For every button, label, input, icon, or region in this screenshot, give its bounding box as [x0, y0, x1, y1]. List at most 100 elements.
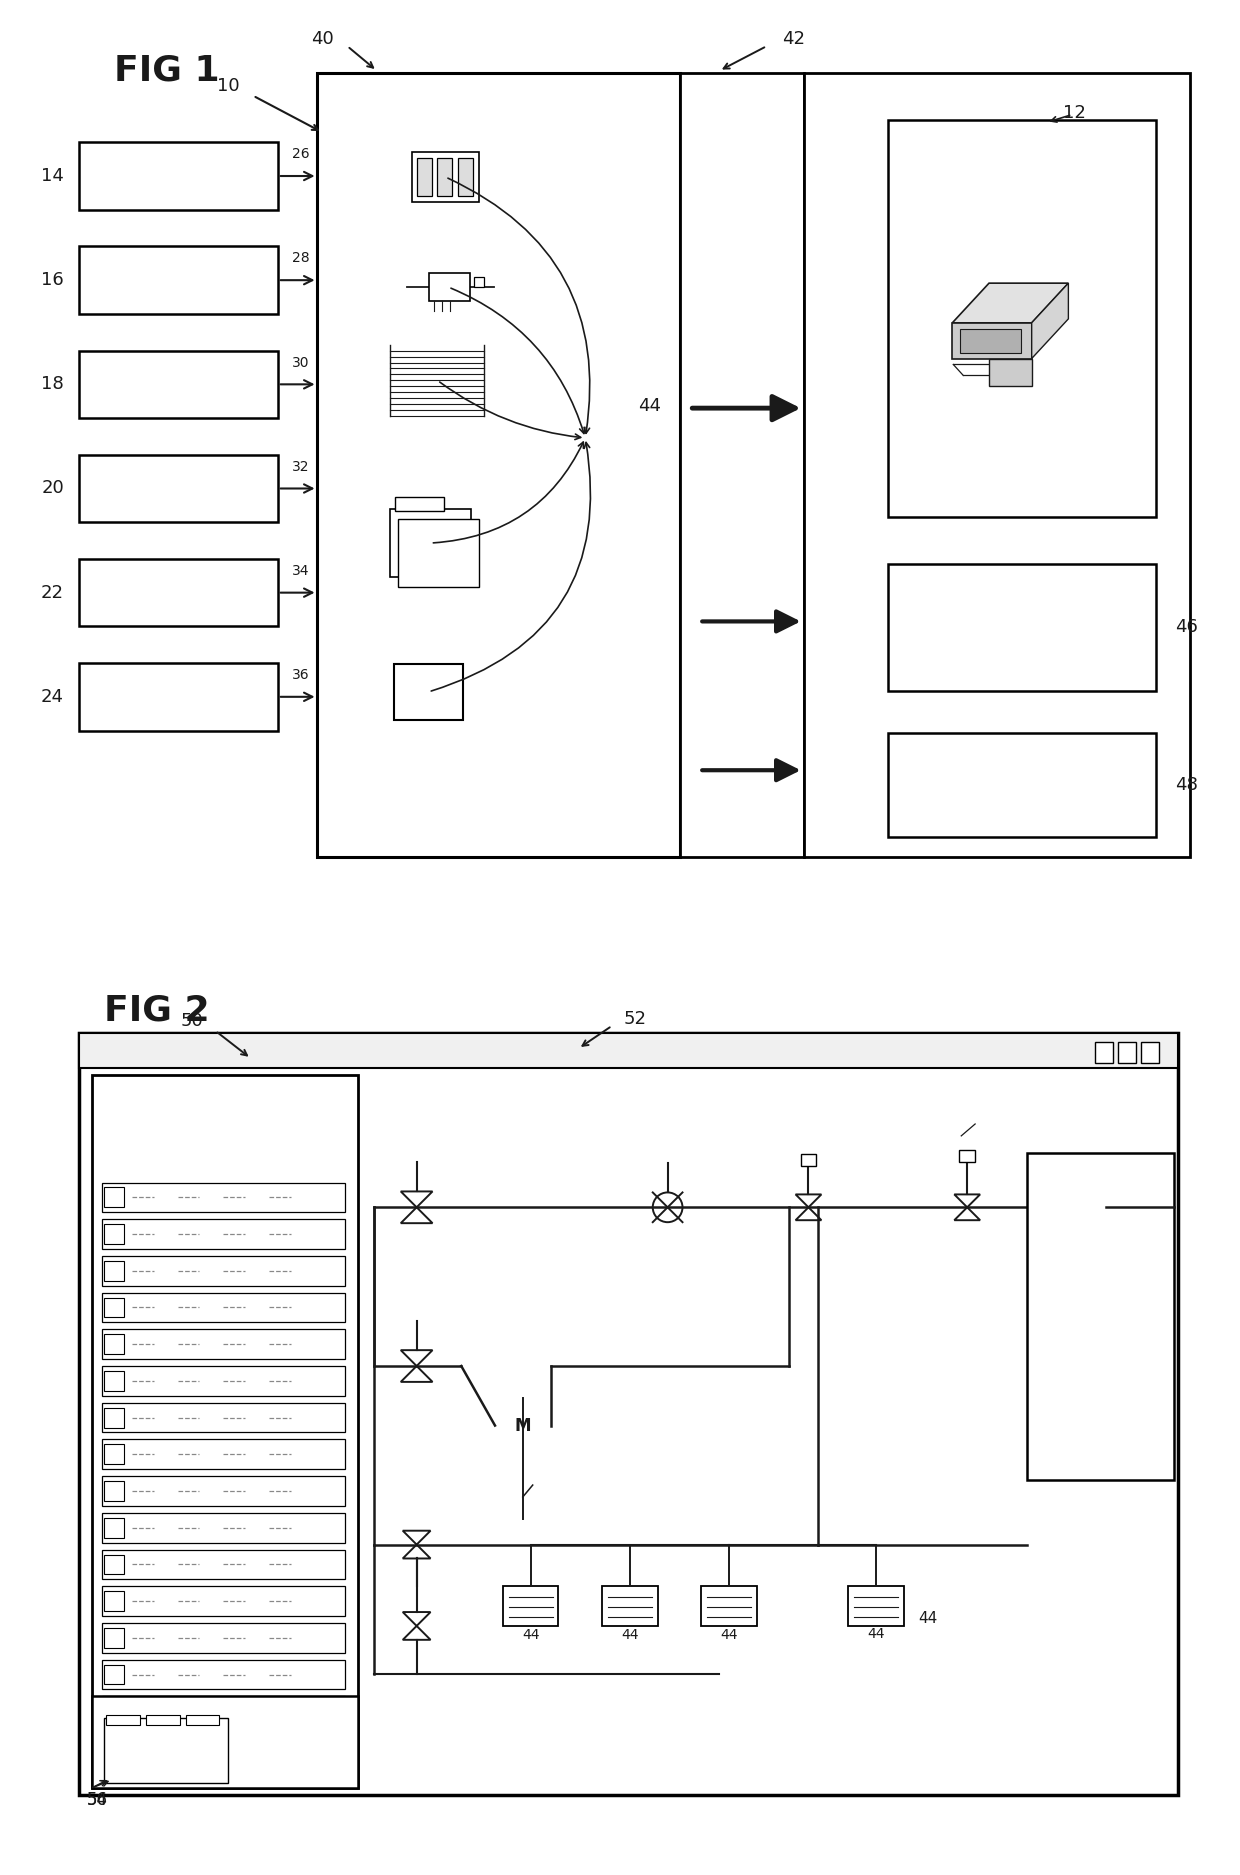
Bar: [702, 1586, 756, 1626]
Bar: [412, 152, 479, 202]
Bar: [79, 559, 278, 626]
Bar: [104, 1517, 124, 1537]
Text: 18: 18: [41, 375, 64, 394]
Text: 34: 34: [291, 564, 309, 578]
Bar: [104, 1371, 124, 1391]
Bar: [102, 1513, 345, 1543]
Bar: [104, 1592, 124, 1611]
Text: FIG 1: FIG 1: [114, 54, 219, 88]
Bar: [438, 158, 453, 195]
Circle shape: [585, 412, 635, 463]
Text: 10: 10: [217, 77, 239, 96]
Text: 20: 20: [41, 480, 64, 497]
Bar: [102, 1624, 345, 1652]
Bar: [92, 1697, 358, 1787]
Text: 44: 44: [918, 1611, 937, 1626]
Text: 16: 16: [41, 272, 64, 289]
Bar: [104, 1481, 124, 1500]
Polygon shape: [990, 358, 1032, 386]
Bar: [186, 1716, 219, 1725]
Bar: [102, 1256, 345, 1286]
Bar: [79, 1033, 1178, 1069]
Text: 30: 30: [291, 356, 309, 369]
Text: 24: 24: [41, 688, 64, 705]
Bar: [102, 1219, 345, 1249]
Circle shape: [495, 1397, 551, 1453]
Bar: [888, 564, 1156, 690]
Text: 22: 22: [41, 583, 64, 602]
Bar: [1027, 1153, 1173, 1479]
Polygon shape: [952, 283, 1069, 322]
Bar: [102, 1292, 345, 1322]
Text: FIG 2: FIG 2: [104, 994, 210, 1028]
Circle shape: [434, 377, 441, 384]
Bar: [104, 1628, 124, 1648]
Bar: [102, 1402, 345, 1432]
Bar: [104, 1408, 124, 1427]
Bar: [888, 120, 1156, 518]
Bar: [104, 1444, 124, 1464]
Text: 54: 54: [87, 1791, 108, 1809]
Text: 40: 40: [311, 30, 334, 49]
Text: 32: 32: [291, 459, 309, 474]
Bar: [104, 1187, 124, 1208]
Text: 50: 50: [180, 1013, 203, 1029]
Circle shape: [427, 540, 434, 548]
Bar: [804, 73, 1190, 857]
Bar: [79, 142, 278, 210]
Bar: [848, 1586, 904, 1626]
Bar: [394, 497, 444, 512]
Text: 12: 12: [1063, 103, 1086, 122]
Bar: [92, 1076, 358, 1787]
Text: 46: 46: [1176, 619, 1198, 636]
Bar: [104, 1554, 124, 1575]
Bar: [79, 1033, 1178, 1794]
Bar: [107, 1716, 140, 1725]
Bar: [459, 158, 474, 195]
Bar: [394, 664, 464, 720]
Bar: [102, 1659, 345, 1689]
Bar: [603, 1586, 657, 1626]
Bar: [1118, 1042, 1136, 1063]
Bar: [102, 1367, 345, 1395]
Bar: [960, 1149, 975, 1162]
Bar: [317, 73, 680, 857]
Bar: [104, 1701, 124, 1721]
Bar: [102, 1549, 345, 1579]
Bar: [146, 1716, 180, 1725]
Bar: [417, 158, 432, 195]
Text: 44: 44: [621, 1628, 639, 1642]
Bar: [79, 246, 278, 313]
Text: 52: 52: [624, 1011, 646, 1028]
Bar: [104, 1738, 124, 1759]
Circle shape: [441, 172, 449, 182]
Bar: [104, 1718, 228, 1783]
Bar: [104, 1260, 124, 1281]
Bar: [102, 1329, 345, 1359]
Bar: [102, 1183, 345, 1213]
Bar: [474, 278, 484, 287]
Bar: [801, 1153, 816, 1166]
Text: 44: 44: [720, 1628, 738, 1642]
Bar: [79, 351, 278, 418]
Bar: [102, 1697, 345, 1727]
Bar: [79, 456, 278, 523]
Bar: [102, 1476, 345, 1506]
Text: 44: 44: [639, 398, 661, 414]
Bar: [888, 733, 1156, 836]
Text: 14: 14: [41, 167, 64, 186]
Text: 56: 56: [87, 1791, 108, 1809]
Circle shape: [444, 283, 453, 291]
Bar: [102, 1440, 345, 1470]
Circle shape: [424, 688, 433, 696]
Bar: [1095, 1042, 1114, 1063]
Polygon shape: [960, 328, 1021, 352]
Polygon shape: [952, 322, 1032, 358]
Text: 26: 26: [291, 148, 310, 161]
Text: 44: 44: [522, 1628, 539, 1642]
Bar: [104, 1665, 124, 1684]
Polygon shape: [1032, 283, 1069, 358]
Text: 44: 44: [867, 1628, 884, 1641]
Text: 36: 36: [291, 668, 310, 682]
Text: 42: 42: [782, 30, 805, 49]
